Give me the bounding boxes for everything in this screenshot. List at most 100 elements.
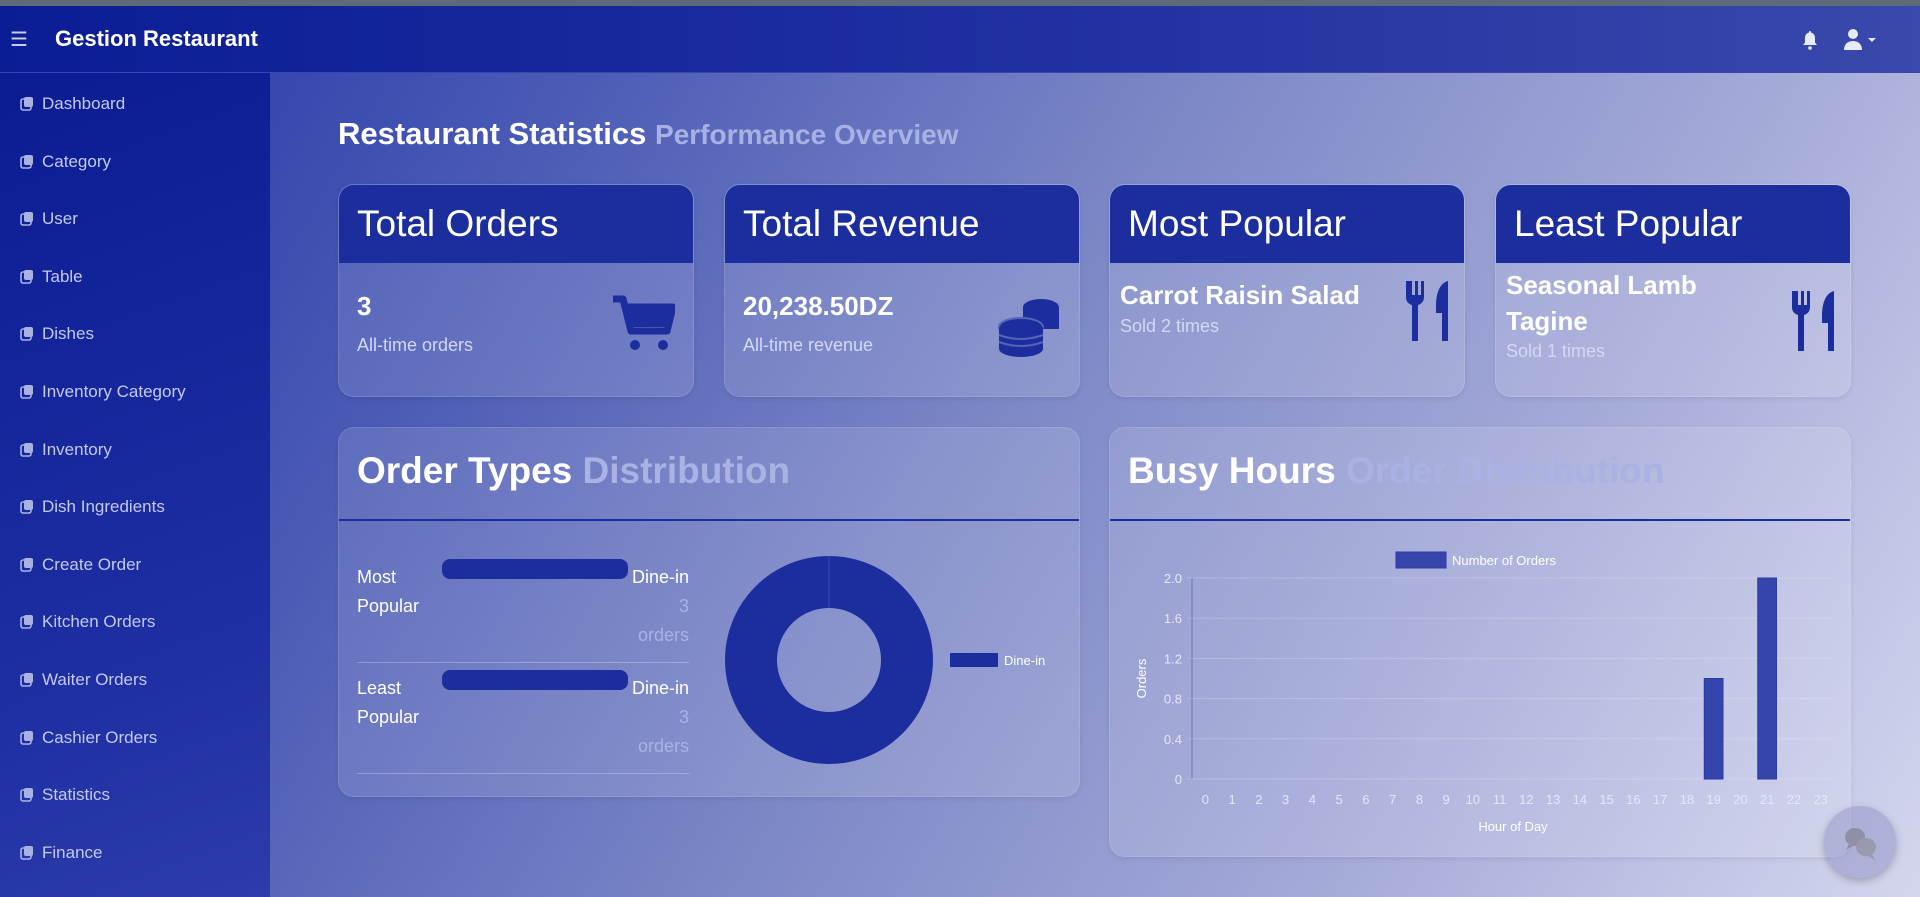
sidebar-item-category[interactable]: Category <box>20 150 111 174</box>
sidebar-item-inventory-category[interactable]: Inventory Category <box>20 380 186 404</box>
sidebar-item-label: Statistics <box>42 785 111 805</box>
sidebar-item-table[interactable]: Table <box>20 265 83 289</box>
stat-label: Sold 2 times <box>1120 316 1220 336</box>
x-tick-label: 10 <box>1466 792 1480 807</box>
stat-card-header: Least Popular <box>1496 185 1850 263</box>
y-tick-label: 0.8 <box>1164 692 1182 707</box>
app-title[interactable]: Gestion Restaurant <box>55 26 258 51</box>
page-subtitle: Performance Overview <box>655 119 959 150</box>
sidebar-item-waiter-orders[interactable]: Waiter Orders <box>20 668 147 692</box>
utensils-icon <box>1404 279 1454 348</box>
sidebar-item-label: Table <box>42 266 83 286</box>
sidebar-item-dish-ingredients[interactable]: Dish Ingredients <box>20 495 165 519</box>
bell-icon[interactable] <box>1802 30 1818 50</box>
hamburger-icon[interactable]: ☰ <box>10 28 28 51</box>
x-tick-label: 18 <box>1680 792 1694 807</box>
busy-hours-card: Busy Hours Order Distribution Number of … <box>1109 427 1851 857</box>
stat-label: All-time revenue <box>743 335 874 355</box>
sidebar-item-label: Dashboard <box>42 94 126 113</box>
clone-plus-icon <box>20 788 33 802</box>
stat-card-most-popular: Most Popular Carrot Raisin Salad Sold 2 … <box>1109 184 1465 397</box>
x-tick-label: 3 <box>1282 792 1289 807</box>
x-tick-label: 5 <box>1336 792 1343 807</box>
chat-button[interactable] <box>1824 806 1896 878</box>
order-type-unit: orders <box>637 625 689 645</box>
stat-card-total-orders: Total Orders 3 All-time orders <box>338 184 694 397</box>
x-tick-label: 8 <box>1416 792 1423 807</box>
navbar: ☰ Gestion Restaurant <box>0 6 1920 73</box>
stat-card-header: Total Revenue <box>725 185 1079 263</box>
utensils-icon <box>1790 289 1840 358</box>
sidebar-item-label: Create Order <box>42 554 142 574</box>
x-tick-label: 2 <box>1255 792 1262 807</box>
sidebar-item-dishes[interactable]: Dishes <box>20 322 94 346</box>
x-tick-label: 11 <box>1493 792 1507 807</box>
sidebar-item-cashier-orders[interactable]: Cashier Orders <box>20 726 157 750</box>
x-tick-label: 15 <box>1599 792 1613 807</box>
coins-icon <box>997 295 1061 362</box>
bar-legend-label[interactable]: Number of Orders <box>1452 553 1557 568</box>
user-menu-icon[interactable] <box>1843 28 1883 52</box>
x-tick-label: 9 <box>1443 792 1450 807</box>
sidebar-item-label: Dish Ingredients <box>42 497 165 517</box>
x-tick-label: 0 <box>1202 792 1209 807</box>
x-tick-label: 14 <box>1573 792 1587 807</box>
sidebar-item-label: User <box>42 209 78 229</box>
sidebar-item-statistics[interactable]: Statistics <box>20 783 110 807</box>
sidebar-item-finance[interactable]: Finance <box>20 841 102 865</box>
clone-plus-icon <box>20 557 33 572</box>
page-title-text: Restaurant Statistics <box>338 116 647 151</box>
sidebar-item-dashboard[interactable]: Dashboard <box>20 92 125 116</box>
x-tick-label: 7 <box>1389 792 1396 807</box>
busy-hours-header: Busy Hours Order Distribution <box>1110 428 1850 521</box>
sidebar-item-label: Dishes <box>42 324 94 344</box>
order-types-card: Order Types Distribution Most Popular Din… <box>338 427 1080 797</box>
y-axis-label: Orders <box>1134 658 1149 698</box>
stat-label: Sold 1 times <box>1506 341 1606 361</box>
clone-plus-icon <box>20 327 33 342</box>
stat-value: Carrot Raisin Salad <box>1120 280 1360 310</box>
y-tick-label: 0 <box>1175 772 1182 787</box>
order-type-row-label: Least Popular <box>357 678 420 727</box>
sidebar-item-kitchen-orders[interactable]: Kitchen Orders <box>20 610 155 634</box>
stat-card-header: Most Popular <box>1110 185 1464 263</box>
order-type-value: Dine-in 3 orders <box>632 563 689 650</box>
x-tick-label: 4 <box>1309 792 1316 807</box>
clone-plus-icon <box>20 673 33 687</box>
sidebar-item-user[interactable]: User <box>20 207 78 231</box>
x-tick-label: 23 <box>1813 792 1827 807</box>
sidebar: Dashboard Category User Table Dishes Inventor… <box>0 73 270 897</box>
sidebar-item-inventory[interactable]: Inventory <box>20 438 112 462</box>
stat-value: 20,238.50DZ <box>743 291 894 321</box>
bar-hour-21[interactable] <box>1757 577 1777 780</box>
x-tick-label: 19 <box>1706 792 1720 807</box>
clone-plus-icon <box>20 269 33 284</box>
sidebar-item-label: Inventory Category <box>42 382 186 401</box>
order-type-row-label: Most Popular <box>357 567 420 616</box>
x-tick-label: 12 <box>1519 792 1533 807</box>
x-tick-label: 6 <box>1362 792 1369 807</box>
sidebar-item-label: Waiter Orders <box>42 670 148 689</box>
donut-slice[interactable] <box>724 556 933 764</box>
stat-card-least-popular: Least Popular Seasonal Lamb Tagine Sold … <box>1495 184 1851 397</box>
sidebar-item-label: Cashier Orders <box>42 727 158 747</box>
order-types-header: Order Types Distribution <box>339 428 1079 521</box>
x-tick-label: 21 <box>1760 792 1774 807</box>
x-tick-label: 17 <box>1653 792 1667 807</box>
clone-plus-icon <box>20 730 33 745</box>
order-type-name: Dine-in <box>631 678 689 698</box>
clone-plus-icon <box>20 615 33 630</box>
order-types-donut-chart: Dine-in <box>724 556 1045 764</box>
sidebar-item-create-order[interactable]: Create Order <box>20 553 141 577</box>
busy-hours-subtitle: Order Distribution <box>1345 450 1665 491</box>
order-type-progress-bar <box>442 670 628 690</box>
order-type-unit: orders <box>637 736 689 756</box>
x-axis-label: Hour of Day <box>1478 819 1548 834</box>
donut-legend-label[interactable]: Dine-in <box>1004 653 1045 668</box>
bar-hour-19[interactable] <box>1703 678 1724 780</box>
order-types-subtitle: Distribution <box>582 450 791 491</box>
x-tick-label: 20 <box>1733 792 1747 807</box>
order-type-count: 3 <box>678 707 689 727</box>
stat-value: 3 <box>357 291 372 321</box>
